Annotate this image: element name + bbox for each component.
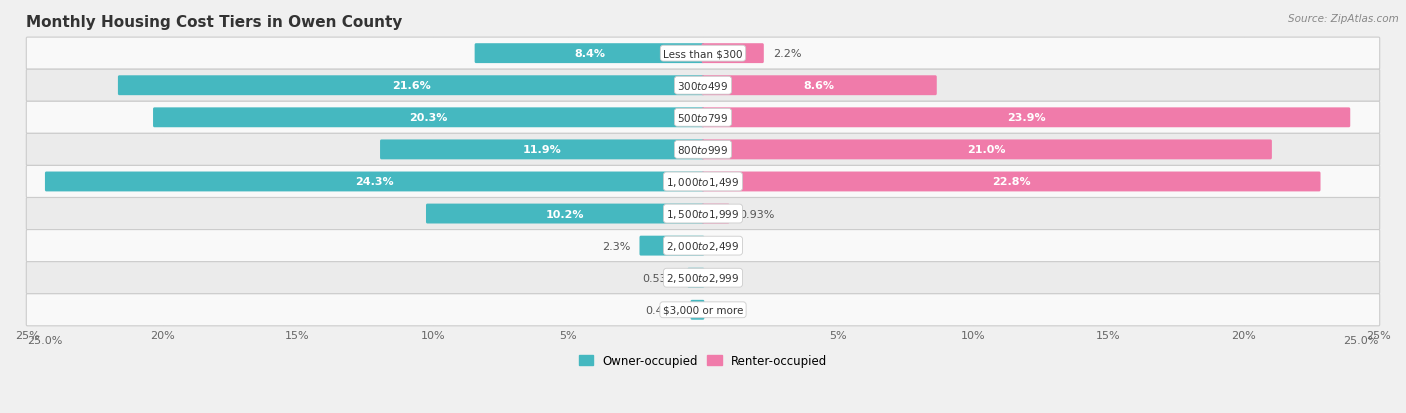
FancyBboxPatch shape xyxy=(27,262,1379,294)
Text: $1,500 to $1,999: $1,500 to $1,999 xyxy=(666,208,740,221)
Text: 0.53%: 0.53% xyxy=(643,273,678,283)
Text: 2.2%: 2.2% xyxy=(773,49,801,59)
Text: $300 to $499: $300 to $499 xyxy=(678,80,728,92)
FancyBboxPatch shape xyxy=(27,70,1379,102)
Text: $1,000 to $1,499: $1,000 to $1,499 xyxy=(666,176,740,188)
Text: 20.3%: 20.3% xyxy=(409,113,449,123)
Text: 2.3%: 2.3% xyxy=(602,241,630,251)
FancyBboxPatch shape xyxy=(45,172,704,192)
Text: $500 to $799: $500 to $799 xyxy=(678,112,728,124)
Legend: Owner-occupied, Renter-occupied: Owner-occupied, Renter-occupied xyxy=(574,349,832,372)
FancyBboxPatch shape xyxy=(27,38,1379,70)
FancyBboxPatch shape xyxy=(153,108,704,128)
Text: 8.4%: 8.4% xyxy=(574,49,605,59)
FancyBboxPatch shape xyxy=(702,76,936,96)
Text: 8.6%: 8.6% xyxy=(804,81,835,91)
FancyBboxPatch shape xyxy=(380,140,704,160)
Text: Monthly Housing Cost Tiers in Owen County: Monthly Housing Cost Tiers in Owen Count… xyxy=(27,15,402,30)
FancyBboxPatch shape xyxy=(475,44,704,64)
Text: 0.0%: 0.0% xyxy=(714,305,742,315)
FancyBboxPatch shape xyxy=(27,102,1379,134)
Text: 0.0%: 0.0% xyxy=(714,273,742,283)
FancyBboxPatch shape xyxy=(640,236,704,256)
FancyBboxPatch shape xyxy=(27,230,1379,262)
Text: 25.0%: 25.0% xyxy=(27,335,63,345)
Text: Less than $300: Less than $300 xyxy=(664,49,742,59)
Text: 10.2%: 10.2% xyxy=(546,209,585,219)
Text: 0.93%: 0.93% xyxy=(740,209,775,219)
FancyBboxPatch shape xyxy=(27,294,1379,326)
FancyBboxPatch shape xyxy=(118,76,704,96)
Text: Source: ZipAtlas.com: Source: ZipAtlas.com xyxy=(1288,14,1399,24)
FancyBboxPatch shape xyxy=(27,134,1379,166)
FancyBboxPatch shape xyxy=(27,166,1379,198)
FancyBboxPatch shape xyxy=(426,204,704,224)
Text: $800 to $999: $800 to $999 xyxy=(678,144,728,156)
Text: 21.0%: 21.0% xyxy=(967,145,1007,155)
FancyBboxPatch shape xyxy=(702,140,1272,160)
FancyBboxPatch shape xyxy=(27,198,1379,230)
Text: 24.3%: 24.3% xyxy=(356,177,394,187)
Text: 11.9%: 11.9% xyxy=(523,145,561,155)
Text: $2,500 to $2,999: $2,500 to $2,999 xyxy=(666,271,740,285)
Text: $3,000 or more: $3,000 or more xyxy=(662,305,744,315)
Text: 21.6%: 21.6% xyxy=(392,81,430,91)
Text: 0.0%: 0.0% xyxy=(714,241,742,251)
Text: 23.9%: 23.9% xyxy=(1007,113,1045,123)
FancyBboxPatch shape xyxy=(702,172,1320,192)
Text: 0.41%: 0.41% xyxy=(645,305,681,315)
Text: 22.8%: 22.8% xyxy=(991,177,1031,187)
FancyBboxPatch shape xyxy=(702,44,763,64)
Text: $2,000 to $2,499: $2,000 to $2,499 xyxy=(666,240,740,252)
FancyBboxPatch shape xyxy=(690,300,704,320)
FancyBboxPatch shape xyxy=(702,108,1350,128)
FancyBboxPatch shape xyxy=(702,204,730,224)
FancyBboxPatch shape xyxy=(688,268,704,288)
Text: 25.0%: 25.0% xyxy=(1343,335,1379,345)
